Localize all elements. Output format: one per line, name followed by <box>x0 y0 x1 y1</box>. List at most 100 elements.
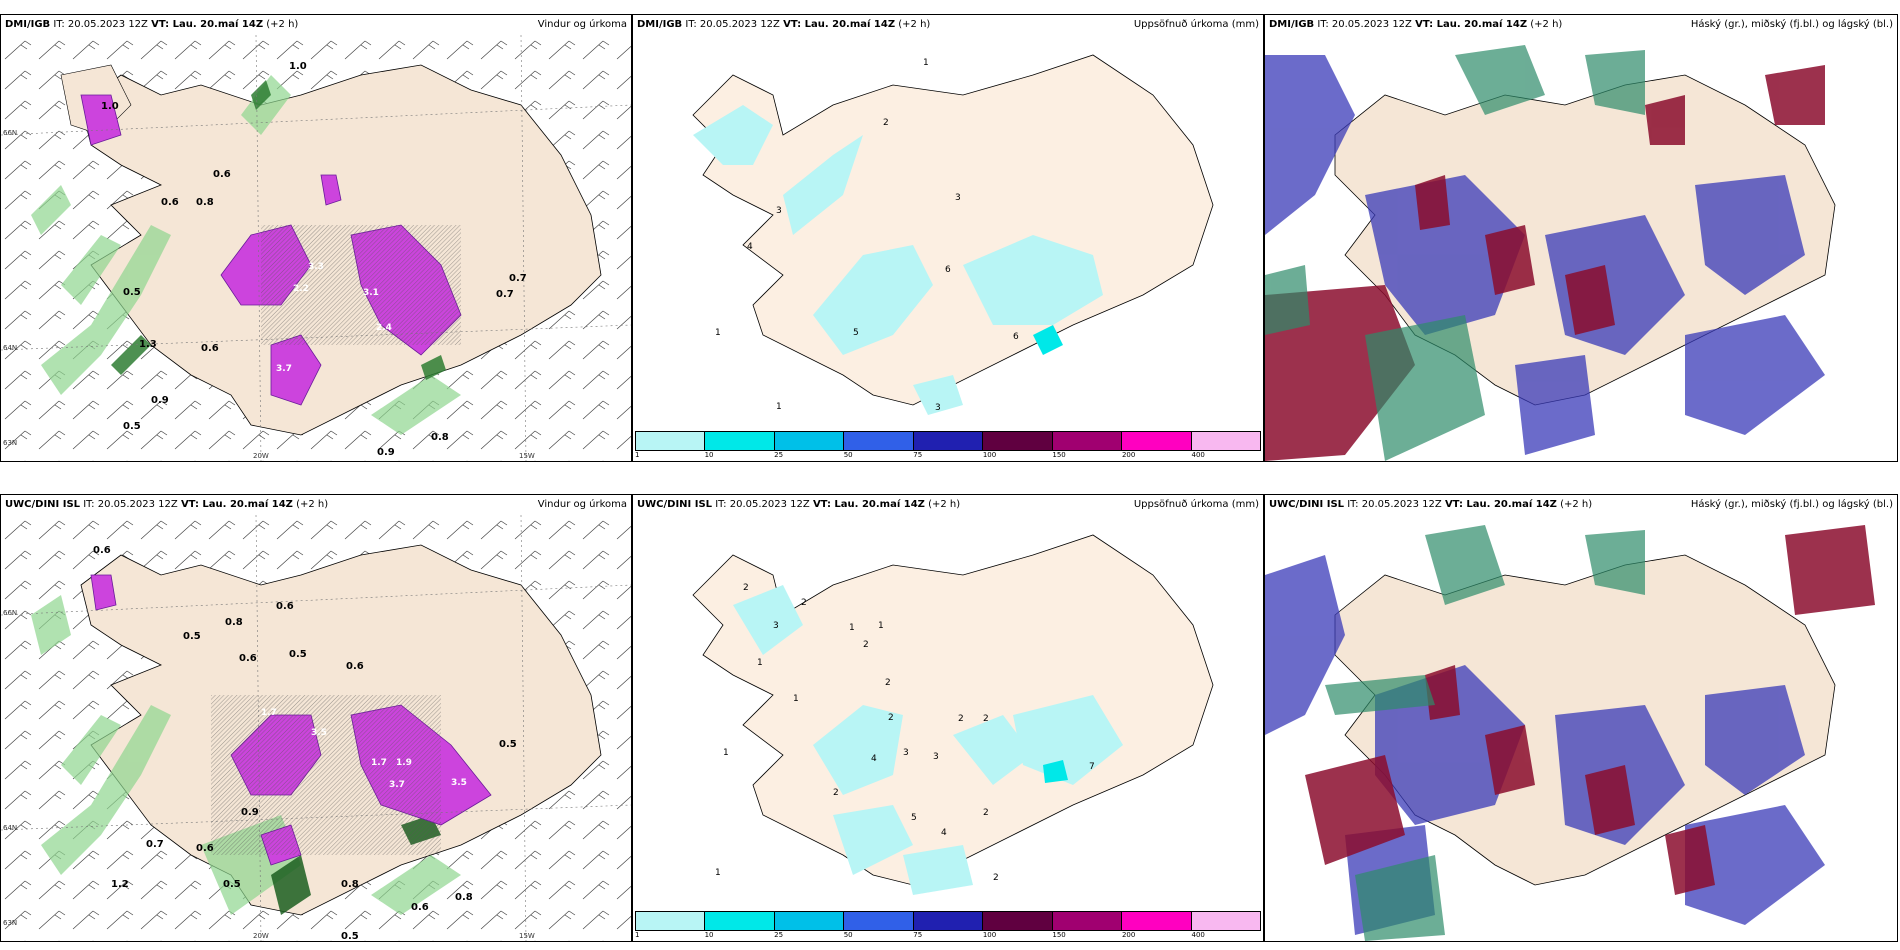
grid-lines <box>1 35 631 461</box>
colorbar-tick: 1 <box>635 931 640 939</box>
colorbar-tick: 100 <box>982 931 997 939</box>
precip-label: 3.5 <box>451 778 467 788</box>
model-name: UWC/DINI ISL <box>1269 499 1345 510</box>
colorbar-tick: 400 <box>1191 451 1205 459</box>
precip-label: 1.2 <box>111 879 129 890</box>
precip-label: 2 <box>993 873 999 883</box>
precip-label: 2 <box>863 640 869 650</box>
panel-header: UWC/DINI ISL IT: 20.05.2023 12Z VT: Lau.… <box>1 495 631 515</box>
precip-label: 0.7 <box>146 839 164 850</box>
panel-header: UWC/DINI ISL IT: 20.05.2023 12Z VT: Lau.… <box>1265 495 1897 515</box>
colorbar-tick: 200 <box>1121 451 1136 459</box>
colorbar-ticks: 1 10 25 50 75 100 150 200 400 <box>635 931 1261 941</box>
precip-label: 2 <box>743 583 749 593</box>
colorbar-cell <box>913 912 984 930</box>
colorbar-tick: 10 <box>704 451 714 459</box>
precip-label: 3 <box>955 193 961 203</box>
colorbar-tick: 25 <box>774 931 784 939</box>
precip-label: 0.7 <box>496 289 514 300</box>
cloud-high-green <box>1265 45 1645 461</box>
axis-labels: 66N 64N 63N 20W 15W <box>3 609 535 940</box>
colorbar-tick: 1 <box>635 451 640 459</box>
colorbar-tick: 50 <box>843 451 853 459</box>
precip-label: 2.2 <box>293 284 309 294</box>
lon-label-20w: 20W <box>253 932 269 940</box>
precip-label: 4 <box>747 242 753 252</box>
valid-time: VT: Lau. 20.maí 14Z <box>1415 19 1528 30</box>
cloud-mid-red <box>1265 65 1825 461</box>
colorbar-cell <box>1122 912 1192 930</box>
init-time: IT: 20.05.2023 12Z <box>1317 19 1412 30</box>
precip-cyan <box>1033 325 1063 355</box>
precip-label: 4 <box>941 828 947 838</box>
precip-label: 2 <box>801 598 807 608</box>
lat-label-66n: 66N <box>3 129 17 137</box>
lead-time: (+2 h) <box>1560 499 1593 510</box>
init-time: IT: 20.05.2023 12Z <box>83 499 178 510</box>
precip-label: 0.7 <box>509 273 527 284</box>
precip-label: 1 <box>923 58 929 68</box>
lead-time: (+2 h) <box>1530 19 1563 30</box>
hatch-area <box>211 695 441 855</box>
precip-label: 0.8 <box>431 432 449 443</box>
clouds-map <box>1265 35 1897 461</box>
lon-label-20w: 20W <box>253 452 269 460</box>
panel-title: Háský (gr.), miðský (fj.bl.) og lágský (… <box>1690 499 1893 510</box>
precip-label: 3.7 <box>276 364 292 374</box>
panel-clouds-uwc: UWC/DINI ISL IT: 20.05.2023 12Z VT: Lau.… <box>1264 494 1898 942</box>
precip-label: 3 <box>903 748 909 758</box>
colorbar: 1 10 25 50 75 100 150 200 400 <box>635 911 1261 939</box>
precip-label: 0.9 <box>151 395 169 406</box>
panel-accum-precip-dmi: DMI/IGB IT: 20.05.2023 12Z VT: Lau. 20.m… <box>632 14 1264 462</box>
panel-title: Uppsöfnuð úrkoma (mm) <box>1133 499 1259 510</box>
colorbar-tick: 150 <box>1052 451 1066 459</box>
precip-label: 0.8 <box>341 879 359 890</box>
init-time: IT: 20.05.2023 12Z <box>53 19 148 30</box>
lon-label-15w: 15W <box>519 452 535 460</box>
precip-label: 2 <box>888 713 894 723</box>
colorbar-cell <box>983 912 1053 930</box>
colorbar-cell <box>774 432 845 450</box>
clouds-map <box>1265 515 1897 941</box>
precip-label: 0.5 <box>289 649 307 660</box>
precip-label: 1.7 <box>371 758 387 768</box>
precip-light-cyan <box>693 105 1103 415</box>
colorbar-cell <box>913 432 984 450</box>
valid-time: VT: Lau. 20.maí 14Z <box>812 499 925 510</box>
precip-label: 1.3 <box>139 339 157 350</box>
precip-label: 1 <box>723 748 729 758</box>
axis-labels: 66N 64N 63N 20W 15W <box>3 129 535 460</box>
model-name: DMI/IGB <box>1269 19 1315 30</box>
valid-time: VT: Lau. 20.maí 14Z <box>1444 499 1557 510</box>
precip-label: 6 <box>945 265 951 275</box>
panel-title: Uppsöfnuð úrkoma (mm) <box>1133 19 1259 30</box>
precip-labels: 1.0 1.0 0.6 0.8 0.6 0.5 3.3 2.2 3.1 2.4 … <box>101 61 527 458</box>
colorbar-cells <box>635 431 1261 451</box>
precip-label: 1 <box>793 694 799 704</box>
accum-precip-map: 2 2 3 1 1 2 2 1 1 2 3 4 3 2 2 7 1 5 4 2 … <box>633 515 1263 941</box>
wind-precip-map: 66N 64N 63N 20W 15W 1.0 1.0 0.6 0.8 0.6 … <box>1 35 631 461</box>
precip-label: 3.5 <box>311 728 327 738</box>
panel-wind-precip-uwc: UWC/DINI ISL IT: 20.05.2023 12Z VT: Lau.… <box>0 494 632 942</box>
lat-label-63n: 63N <box>3 439 17 447</box>
valid-time: VT: Lau. 20.maí 14Z <box>151 19 264 30</box>
colorbar-cells <box>635 911 1261 931</box>
panel-wind-precip-dmi: DMI/IGB IT: 20.05.2023 12Z VT: Lau. 20.m… <box>0 14 632 462</box>
precip-label: 0.5 <box>341 931 359 941</box>
lead-time: (+2 h) <box>266 19 299 30</box>
precip-label: 0.6 <box>213 169 231 180</box>
colorbar-cell <box>1191 912 1260 930</box>
precip-label: 1 <box>715 868 721 878</box>
model-name: DMI/IGB <box>637 19 683 30</box>
lat-label-63n: 63N <box>3 919 17 927</box>
precip-label: 0.6 <box>346 661 364 672</box>
colorbar-cell <box>1191 432 1260 450</box>
init-time: IT: 20.05.2023 12Z <box>1347 499 1442 510</box>
precip-label: 3 <box>935 403 941 413</box>
precip-label: 1 <box>757 658 763 668</box>
lat-label-64n: 64N <box>3 344 17 352</box>
precip-label: 3 <box>776 206 782 216</box>
precip-cyan <box>1043 760 1068 783</box>
colorbar-tick: 400 <box>1191 931 1205 939</box>
precip-label: 5 <box>911 813 917 823</box>
